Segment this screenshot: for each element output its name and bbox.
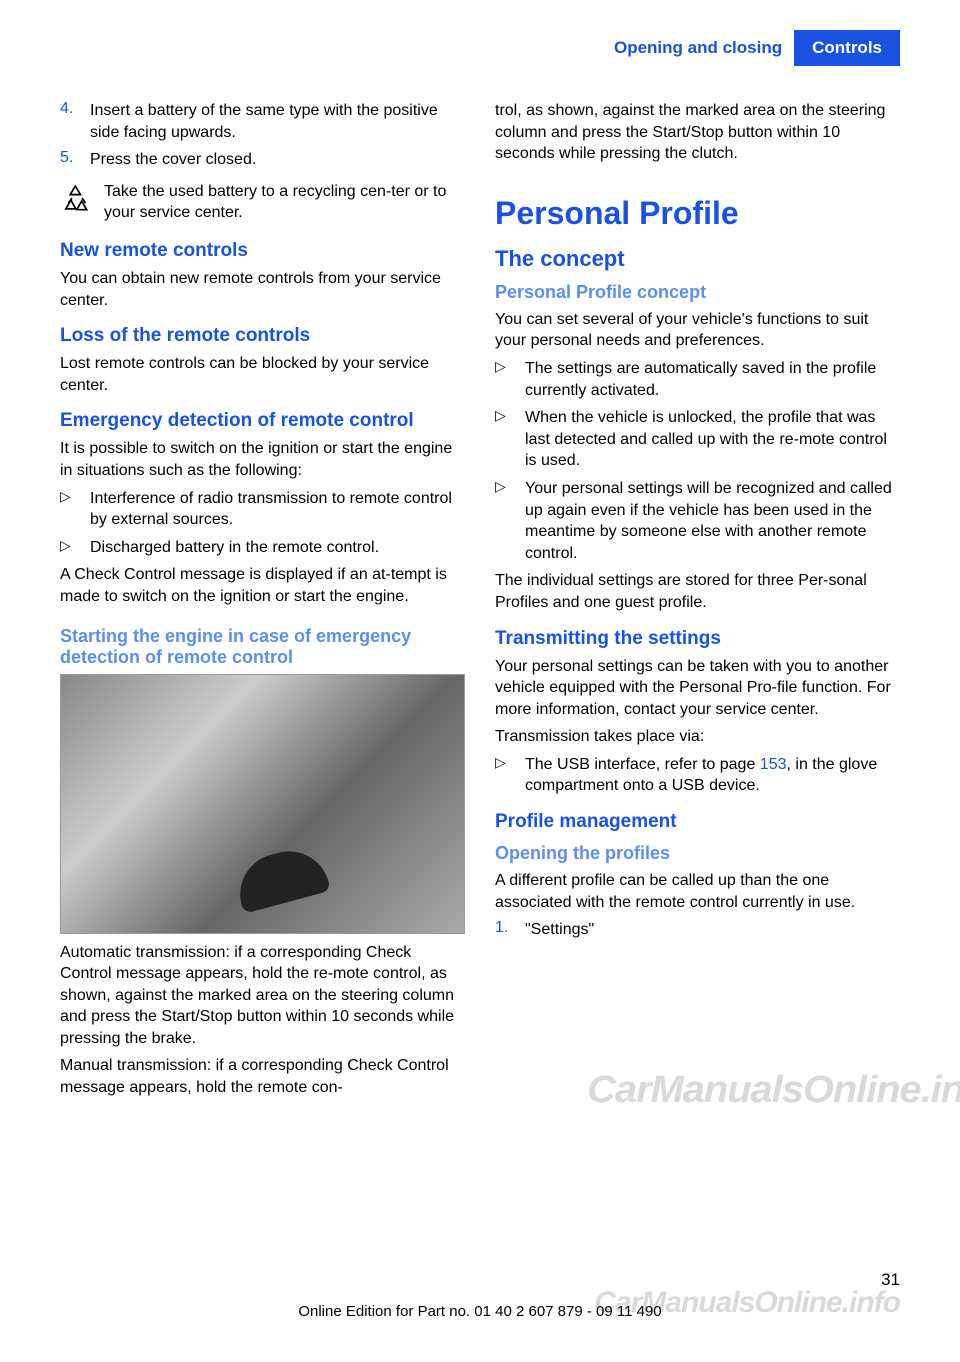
heading-the-concept: The concept [495,246,900,272]
list-text: When the vehicle is unlocked, the profil… [525,407,900,472]
ordered-list-item: 5. Press the cover closed. [60,149,465,171]
list-text: Press the cover closed. [90,149,465,171]
paragraph: Manual transmission: if a corresponding … [60,1055,465,1098]
paragraph: Automatic transmission: if a correspondi… [60,942,465,1050]
instructional-photo [60,674,465,934]
text-fragment: The USB interface, refer to page [525,756,760,773]
paragraph: You can set several of your vehicle's fu… [495,309,900,352]
watermark: CarManualsOnline.info [587,1069,960,1112]
content-area: 4. Insert a battery of the same type wit… [60,100,900,1105]
paragraph: The individual settings are stored for t… [495,570,900,613]
ordered-list-item: 4. Insert a battery of the same type wit… [60,100,465,143]
paragraph: Transmission takes place via: [495,726,900,748]
bullet-list-item: ▷ The USB interface, refer to page 153, … [495,754,900,797]
heading-loss-remote: Loss of the remote controls [60,325,465,347]
heading-transmitting: Transmitting the settings [495,628,900,650]
list-number: 1. [495,919,525,941]
list-number: 5. [60,149,90,171]
bullet-marker: ▷ [60,537,90,559]
bullet-list-item: ▷ Your personal settings will be recogni… [495,478,900,564]
ordered-list-item: 1. "Settings" [495,919,900,941]
bullet-marker: ▷ [60,488,90,531]
paragraph: You can obtain new remote controls from … [60,268,465,311]
paragraph: Your personal settings can be taken with… [495,656,900,721]
heading-pp-concept: Personal Profile concept [495,282,900,303]
bullet-list-item: ▷ Interference of radio transmission to … [60,488,465,531]
heading-emergency-detection: Emergency detection of remote control [60,410,465,432]
bullet-list-item: ▷ Discharged battery in the remote contr… [60,537,465,559]
header-tab-label: Controls [794,30,900,66]
paragraph: It is possible to switch on the ignition… [60,438,465,481]
recycle-text: Take the used battery to a recycling cen… [104,181,465,224]
bullet-marker: ▷ [495,754,525,797]
heading-profile-management: Profile management [495,811,900,833]
list-text: Discharged battery in the remote control… [90,537,465,559]
heading-opening-profiles: Opening the profiles [495,843,900,864]
list-text: Insert a battery of the same type with t… [90,100,465,143]
bullet-marker: ▷ [495,358,525,401]
recycle-icon [60,181,94,215]
paragraph: A Check Control message is displayed if … [60,564,465,607]
bullet-list-item: ▷ The settings are automatically saved i… [495,358,900,401]
list-text: The USB interface, refer to page 153, in… [525,754,900,797]
page-reference-link[interactable]: 153 [760,756,787,773]
list-text: The settings are automatically saved in … [525,358,900,401]
bullet-list-item: ▷ When the vehicle is unlocked, the prof… [495,407,900,472]
recycle-note: Take the used battery to a recycling cen… [60,181,465,224]
page-header: Opening and closing Controls [614,30,900,66]
bullet-marker: ▷ [495,478,525,564]
bullet-marker: ▷ [495,407,525,472]
right-column: trol, as shown, against the marked area … [495,100,900,1105]
watermark-bottom: CarManualsOnline.info [594,1286,900,1320]
paragraph: Lost remote controls can be blocked by y… [60,353,465,396]
heading-starting-engine: Starting the engine in case of emergency… [60,626,465,668]
paragraph: A different profile can be called up tha… [495,870,900,913]
left-column: 4. Insert a battery of the same type wit… [60,100,465,1105]
list-text: Interference of radio transmission to re… [90,488,465,531]
heading-new-remote: New remote controls [60,240,465,262]
header-section-label: Opening and closing [614,38,794,58]
paragraph-continuation: trol, as shown, against the marked area … [495,100,900,165]
list-number: 4. [60,100,90,143]
list-text: "Settings" [525,919,900,941]
list-text: Your personal settings will be recognize… [525,478,900,564]
heading-personal-profile: Personal Profile [495,195,900,232]
